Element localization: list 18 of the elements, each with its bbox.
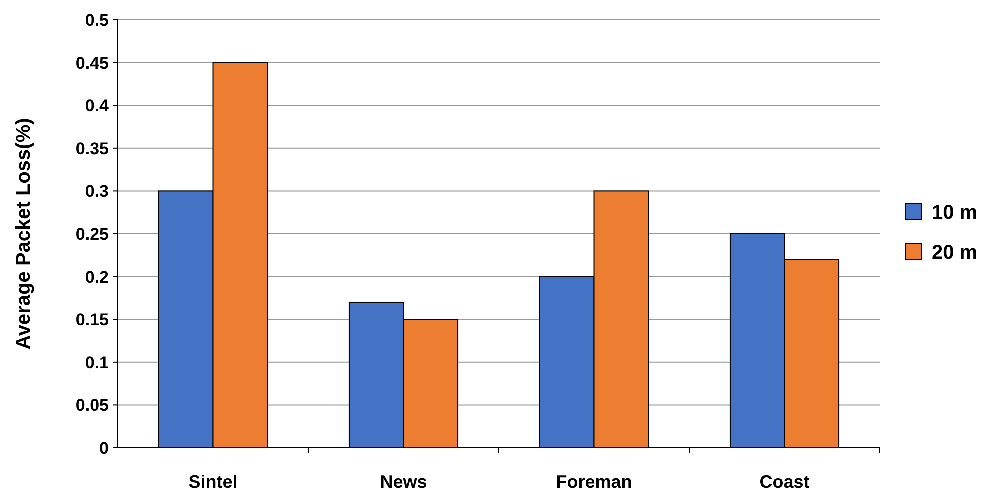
y-tick-label: 0.35: [76, 139, 109, 158]
x-tick-label: Coast: [760, 472, 810, 492]
y-tick-label: 0: [100, 438, 109, 458]
y-tick-label: 0.15: [76, 310, 109, 330]
y-tick-label: 0.1: [85, 353, 109, 372]
y-axis-title: Average Packet Loss(%): [13, 118, 35, 350]
y-tick-label: 0.25: [76, 224, 109, 244]
x-tick-label: Sintel: [188, 472, 238, 492]
y-tick-label: 0.4: [85, 96, 110, 116]
legend-label: 10 m: [932, 202, 978, 224]
y-tick-label: 0.3: [85, 182, 109, 202]
y-tick-label: 0.5: [85, 10, 109, 30]
y-tick-label: 0.2: [85, 268, 109, 287]
x-tick-label: News: [380, 472, 428, 492]
x-tick-label: Foreman: [556, 472, 632, 492]
y-tick-label: 0.05: [76, 396, 109, 416]
legend-label: 20 m: [932, 242, 978, 264]
y-tick-label: 0.45: [76, 54, 109, 73]
